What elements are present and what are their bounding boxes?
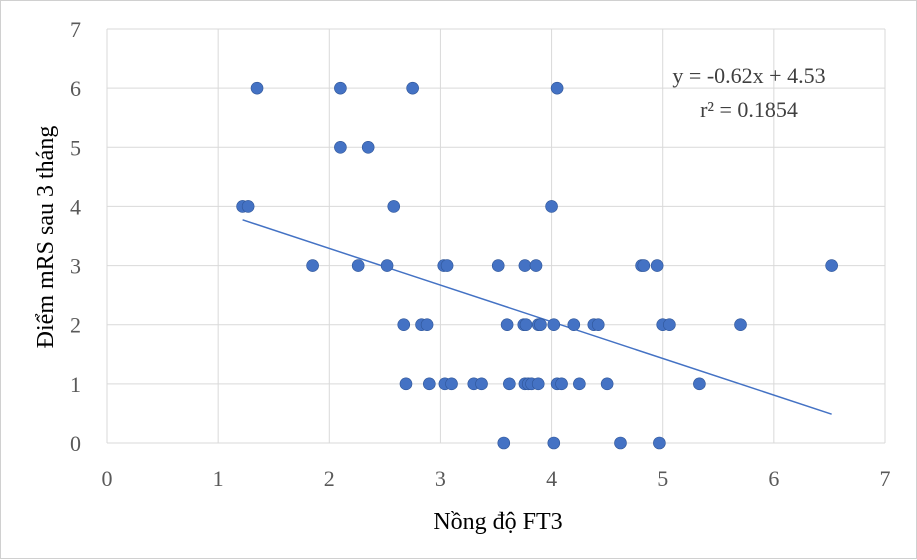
data-point bbox=[334, 140, 347, 154]
grid-lines bbox=[106, 28, 886, 444]
data-point bbox=[387, 200, 401, 213]
data-point bbox=[406, 81, 419, 95]
y-tick-label: 0 bbox=[70, 431, 81, 456]
data-point bbox=[497, 436, 511, 450]
data-point bbox=[241, 200, 255, 213]
data-point bbox=[531, 377, 545, 391]
data-point bbox=[475, 377, 488, 391]
data-point bbox=[529, 259, 543, 272]
x-tick-label: 6 bbox=[768, 466, 779, 491]
data-point bbox=[306, 259, 319, 272]
data-point bbox=[545, 200, 558, 213]
y-tick-label: 3 bbox=[70, 254, 81, 279]
data-point bbox=[600, 377, 614, 391]
data-point bbox=[397, 318, 411, 332]
data-point bbox=[445, 377, 458, 391]
x-tick-label: 1 bbox=[213, 466, 224, 491]
data-point bbox=[423, 377, 436, 391]
data-point bbox=[653, 436, 666, 450]
x-tick-label: 5 bbox=[657, 466, 668, 491]
x-axis-title: Nồng độ FT3 bbox=[433, 509, 562, 535]
data-point bbox=[503, 377, 516, 391]
y-tick-label: 4 bbox=[70, 194, 81, 219]
data-point bbox=[555, 377, 568, 391]
trendline-layer bbox=[242, 219, 832, 415]
y-tick-label: 5 bbox=[70, 135, 81, 160]
data-point bbox=[534, 318, 547, 332]
x-tick-label: 7 bbox=[880, 466, 891, 491]
y-tick-labels: 0 1 2 3 4 5 6 7 bbox=[70, 17, 81, 456]
data-point bbox=[550, 81, 564, 95]
y-axis-title: Điểm mRS sau 3 tháng bbox=[33, 126, 59, 349]
data-point bbox=[334, 81, 347, 95]
x-tick-label: 3 bbox=[435, 466, 446, 491]
data-point bbox=[518, 259, 532, 272]
x-tick-label: 4 bbox=[546, 466, 557, 491]
data-point bbox=[650, 259, 664, 272]
data-point bbox=[399, 377, 413, 391]
y-tick-label: 1 bbox=[70, 372, 81, 397]
data-point bbox=[663, 318, 676, 332]
data-points bbox=[236, 81, 838, 450]
data-point bbox=[693, 377, 706, 391]
data-point bbox=[547, 318, 561, 332]
data-point bbox=[440, 259, 454, 272]
y-tick-label: 2 bbox=[70, 313, 81, 338]
data-point bbox=[614, 436, 627, 450]
data-point bbox=[250, 81, 264, 95]
trendline bbox=[242, 219, 832, 415]
trendline-equation: y = -0.62x + 4.53 bbox=[672, 63, 825, 88]
data-point bbox=[519, 318, 533, 332]
data-point bbox=[591, 318, 605, 332]
data-point bbox=[361, 140, 375, 154]
r-squared-label: r² = 0.1854 bbox=[700, 97, 798, 122]
x-tick-labels: 0 1 2 3 4 5 6 7 bbox=[102, 466, 891, 491]
data-point bbox=[734, 318, 747, 332]
data-point bbox=[500, 318, 514, 332]
y-tick-label: 7 bbox=[70, 17, 81, 42]
data-point bbox=[420, 318, 434, 332]
data-point bbox=[491, 259, 505, 272]
y-tick-label: 6 bbox=[70, 76, 81, 101]
data-point bbox=[547, 436, 561, 450]
x-tick-label: 0 bbox=[102, 466, 113, 491]
data-point bbox=[567, 318, 581, 332]
data-point bbox=[825, 259, 838, 272]
data-point bbox=[637, 259, 651, 272]
data-point bbox=[573, 377, 586, 391]
x-tick-label: 2 bbox=[324, 466, 335, 491]
data-point bbox=[351, 259, 365, 272]
data-point bbox=[380, 259, 394, 272]
